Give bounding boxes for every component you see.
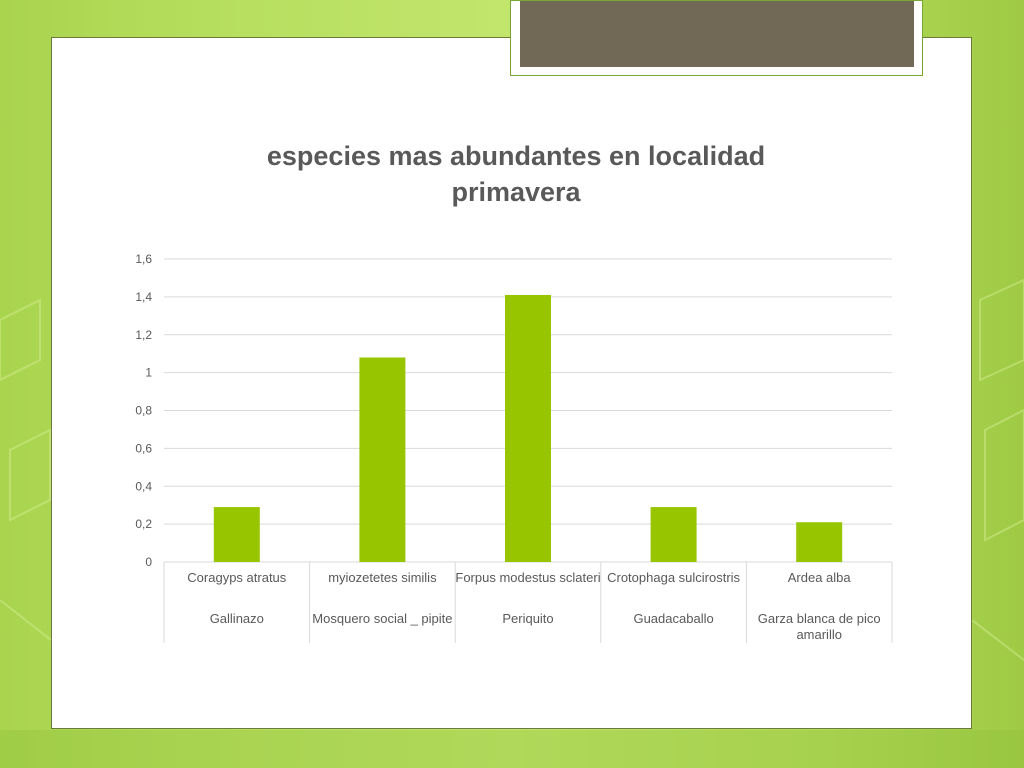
y-tick-label: 0,6 — [135, 441, 152, 455]
y-tick-label: 0 — [145, 555, 152, 569]
x-category-common-label: Guadacaballo — [633, 611, 713, 626]
y-tick-label: 1,2 — [135, 328, 152, 342]
bar-1 — [213, 507, 260, 562]
bar-3 — [505, 294, 551, 562]
x-category-scientific-label: Ardea alba — [788, 570, 852, 585]
x-category-scientific-label: Crotophaga sulcirostris — [607, 570, 740, 585]
x-category-scientific-label: Coragyps atratus — [187, 570, 286, 585]
slide-title-placeholder — [520, 1, 914, 67]
chart-title-line-1: especies mas abundantes en localidad — [266, 141, 766, 171]
bar-4 — [650, 507, 697, 562]
y-tick-label: 1,6 — [135, 252, 152, 266]
y-tick-label: 1,4 — [135, 290, 152, 304]
x-category-scientific-label: myiozetetes similis — [328, 570, 437, 585]
bar-5 — [796, 522, 843, 562]
x-category-common-label: Mosquero social _ pipite — [312, 611, 452, 626]
x-category-common-label: Periquito — [502, 611, 553, 626]
x-category-common-label: Gallinazo — [210, 611, 264, 626]
bar-2 — [359, 357, 406, 562]
x-category-common-label: Garza blanca de pico amarillo — [758, 611, 881, 642]
y-tick-label: 0,2 — [135, 517, 152, 531]
x-category-scientific-label: Forpus modestus sclateri — [455, 570, 600, 585]
y-tick-label: 0,8 — [135, 404, 152, 418]
chart-title-line-2: primavera — [451, 177, 581, 207]
slide-title-frame — [510, 0, 923, 76]
y-tick-label: 1 — [145, 366, 152, 380]
chart-title: especies mas abundantes en localidad pri… — [160, 138, 872, 210]
y-tick-label: 0,4 — [135, 479, 152, 493]
